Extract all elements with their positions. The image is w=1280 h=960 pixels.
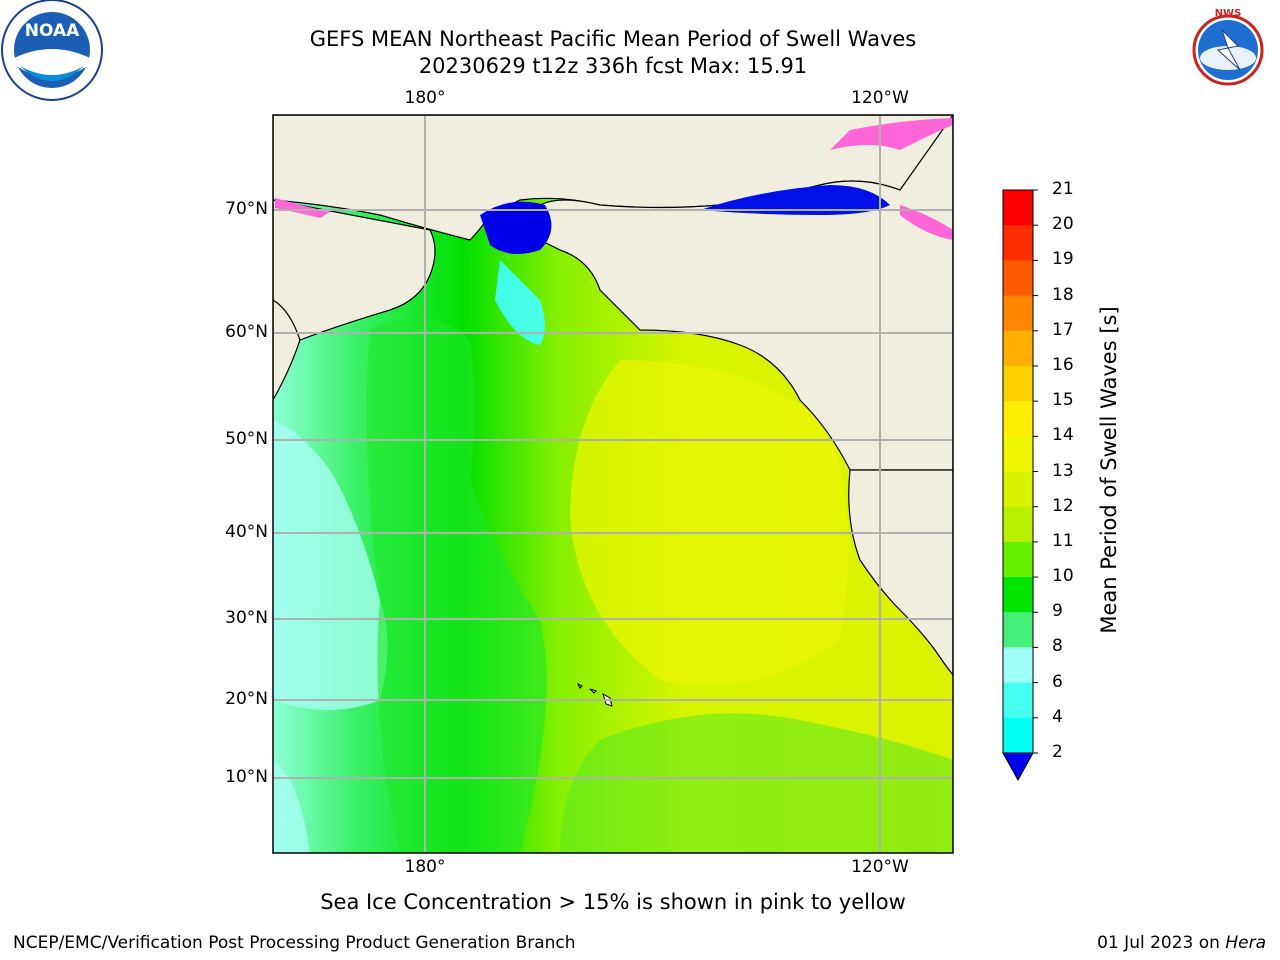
colorbar-segment	[1003, 471, 1033, 508]
colorbar-segment	[1003, 647, 1033, 684]
colorbar-segment	[1003, 225, 1033, 261]
colorbar-segment	[1003, 260, 1033, 297]
colorbar-tick-label: 10	[1052, 566, 1074, 587]
lat-label-20: 20°N	[225, 689, 268, 709]
colorbar-segment	[1003, 506, 1033, 543]
noaa-logo-icon: NOAA	[1, 0, 103, 101]
caption: Sea Ice Concentration > 15% is shown in …	[320, 890, 906, 914]
colorbar-under-arrow	[1002, 752, 1034, 782]
colorbar-segment	[1003, 612, 1033, 648]
colorbar-segment	[1003, 365, 1033, 402]
colorbar-segment	[1003, 436, 1033, 472]
chart-subtitle: 20230629 t12z 336h fcst Max: 15.91	[418, 54, 808, 78]
lon-label-bottom-120w: 120°W	[851, 857, 909, 877]
colorbar-tick-label: 16	[1052, 354, 1074, 375]
colorbar-tick-label: 13	[1052, 460, 1074, 481]
colorbar-segment	[1003, 330, 1033, 367]
colorbar-segment	[1003, 717, 1033, 754]
noaa-logo-text: NOAA	[25, 21, 80, 41]
colorbar	[1002, 189, 1038, 782]
lat-label-70: 70°N	[225, 199, 268, 219]
sea-ice-area	[480, 201, 552, 254]
colorbar-tick-label: 12	[1052, 495, 1074, 516]
lat-label-10: 10°N	[225, 767, 268, 787]
lon-label-bottom-180: 180°	[404, 857, 446, 877]
colorbar-tick-label: 19	[1052, 249, 1074, 270]
colorbar-segment	[1003, 295, 1033, 332]
chukotka-land	[273, 199, 436, 346]
colorbar-label: Mean Period of Swell Waves [s]	[1097, 306, 1121, 634]
colorbar-tick-label: 18	[1052, 284, 1074, 305]
lon-label-top-120w: 120°W	[851, 88, 909, 108]
footer-credit: NCEP/EMC/Verification Post Processing Pr…	[13, 933, 576, 953]
colorbar-tick-label: 6	[1052, 671, 1063, 692]
colorbar-segment	[1003, 682, 1033, 719]
lon-label-top-180: 180°	[404, 88, 446, 108]
nws-logo-text: NWS	[1215, 8, 1242, 19]
lat-label-50: 50°N	[225, 429, 268, 449]
lat-label-30: 30°N	[225, 608, 268, 628]
footer-host: Hera	[1225, 933, 1266, 953]
footer-date: 01 Jul 2023 on Hera	[1097, 933, 1266, 953]
colorbar-tick-label: 15	[1052, 390, 1074, 411]
colorbar-segment	[1003, 190, 1033, 226]
colorbar-segment	[1003, 401, 1033, 437]
colorbar-tick-label: 20	[1052, 214, 1074, 235]
colorbar-tick-label: 9	[1052, 601, 1063, 622]
colorbar-segment	[1003, 577, 1033, 613]
nws-logo-icon: NWS	[1178, 0, 1278, 100]
graticule	[273, 115, 953, 853]
colorbar-tick-label: 14	[1052, 425, 1074, 446]
lat-label-60: 60°N	[225, 322, 268, 342]
chart-title: GEFS MEAN Northeast Pacific Mean Period …	[309, 27, 917, 51]
yellow-region	[570, 360, 848, 685]
footer-date-text: 01 Jul 2023 on	[1097, 933, 1226, 953]
map-frame	[272, 114, 954, 854]
lat-label-40: 40°N	[225, 522, 268, 542]
colorbar-tick-label: 8	[1052, 636, 1063, 657]
colorbar-tick-label: 21	[1052, 179, 1074, 199]
colorbar-tick-label: 2	[1052, 742, 1063, 762]
colorbar-tick-label: 17	[1052, 319, 1074, 340]
colorbar-tick-label: 4	[1052, 706, 1063, 727]
north-america-land	[848, 469, 953, 676]
green-region	[366, 317, 547, 853]
cyan-region	[273, 420, 388, 710]
colorbar-tick-label: 11	[1052, 530, 1074, 551]
colorbar-segment	[1003, 541, 1033, 578]
